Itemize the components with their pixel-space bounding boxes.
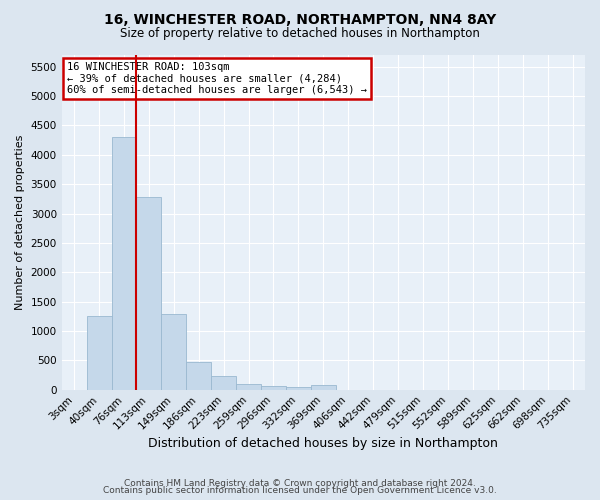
Text: Contains HM Land Registry data © Crown copyright and database right 2024.: Contains HM Land Registry data © Crown c… xyxy=(124,478,476,488)
Bar xyxy=(211,376,236,390)
Bar xyxy=(186,362,211,390)
Y-axis label: Number of detached properties: Number of detached properties xyxy=(15,134,25,310)
Bar xyxy=(86,316,112,390)
Bar xyxy=(136,197,161,390)
Bar xyxy=(161,314,186,390)
Bar xyxy=(311,385,336,390)
X-axis label: Distribution of detached houses by size in Northampton: Distribution of detached houses by size … xyxy=(148,437,498,450)
Text: Contains public sector information licensed under the Open Government Licence v3: Contains public sector information licen… xyxy=(103,486,497,495)
Bar xyxy=(236,384,261,390)
Text: 16, WINCHESTER ROAD, NORTHAMPTON, NN4 8AY: 16, WINCHESTER ROAD, NORTHAMPTON, NN4 8A… xyxy=(104,12,496,26)
Bar xyxy=(286,387,311,390)
Text: 16 WINCHESTER ROAD: 103sqm
← 39% of detached houses are smaller (4,284)
60% of s: 16 WINCHESTER ROAD: 103sqm ← 39% of deta… xyxy=(67,62,367,95)
Bar xyxy=(261,386,286,390)
Bar xyxy=(112,137,136,390)
Text: Size of property relative to detached houses in Northampton: Size of property relative to detached ho… xyxy=(120,28,480,40)
